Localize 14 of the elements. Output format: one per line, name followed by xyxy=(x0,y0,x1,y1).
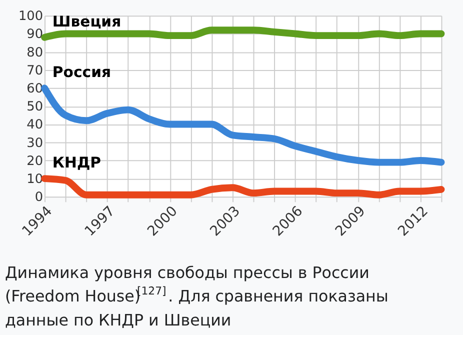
y-tick-label: 20 xyxy=(26,154,44,169)
series-label: КНДР xyxy=(52,154,102,172)
y-tick-label: 60 xyxy=(26,82,44,97)
y-tick-label: 80 xyxy=(26,45,44,60)
y-tick-label: 10 xyxy=(26,172,44,188)
y-tick-label: 70 xyxy=(26,63,44,78)
series-label: Швеция xyxy=(52,13,122,30)
y-tick-label: 30 xyxy=(26,136,44,151)
y-tick-label: 0 xyxy=(34,190,44,206)
y-tick-label: 40 xyxy=(26,118,44,133)
y-tick-label: 50 xyxy=(26,100,44,115)
series-label: Россия xyxy=(52,64,111,82)
y-tick-label: 90 xyxy=(26,27,44,42)
y-tick-label: 100 xyxy=(18,9,44,24)
